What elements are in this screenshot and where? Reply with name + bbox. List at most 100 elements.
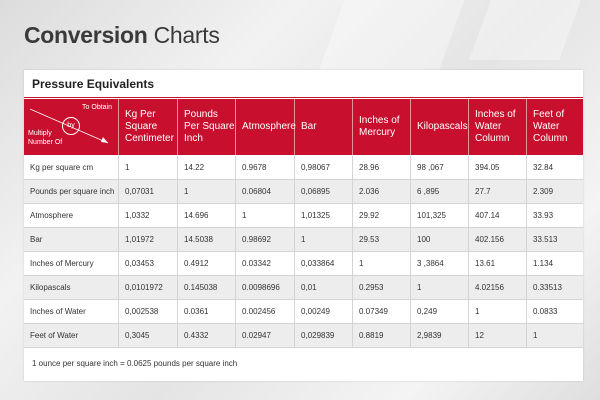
column-header: Bar [294, 99, 352, 155]
table-cell: 0.02947 [235, 324, 294, 347]
multiply-text: Multiply [28, 130, 52, 137]
row-label: Inches of Mercury [30, 259, 94, 268]
table-cell: 2.036 [352, 180, 410, 203]
table-cell: 1 [468, 300, 526, 323]
table-row: Inches of Mercury 0,03453 0.4912 0.03342 0,0… [24, 252, 583, 276]
table-cell: 0,07031 [118, 180, 177, 203]
table-cell: 29.53 [352, 228, 410, 251]
table-cell: 0.4332 [177, 324, 235, 347]
table-cell: 14.5038 [177, 228, 235, 251]
page-title: Conversion Charts [24, 22, 220, 49]
to-obtain-label: To Obtain [82, 104, 112, 111]
pressure-chart-card: Pressure Equivalents To Obtain by Multip… [24, 70, 583, 381]
table-cell: 0,06895 [294, 180, 352, 203]
table-row: Kilopascals 0,0101972 0.145038 0.0098696 0,0… [24, 276, 583, 300]
page-title-bold: Conversion [24, 22, 148, 48]
table-cell: 1,01972 [118, 228, 177, 251]
table-row: Atmosphere 1,0332 14.696 1 1,01325 29.92 101,3… [24, 204, 583, 228]
table-cell: 1,0332 [118, 204, 177, 227]
table-cell: 407.14 [468, 204, 526, 227]
table-cell: 0.0098696 [235, 276, 294, 299]
table-cell: 0.9678 [235, 156, 294, 179]
table-cell: 0,029839 [294, 324, 352, 347]
table-cell: 2,9839 [410, 324, 468, 347]
column-header: Inches of Mercury [352, 99, 410, 155]
table-cell: 0.145038 [177, 276, 235, 299]
column-header: Kilopascals [410, 99, 468, 155]
table-cell: 0,01 [294, 276, 352, 299]
column-header: Inches of Water Column [468, 99, 526, 155]
table-cell: 0.0361 [177, 300, 235, 323]
table-cell: 6 ,895 [410, 180, 468, 203]
row-label: Kilopascals [30, 283, 71, 292]
table-row: Feet of Water 0,3045 0.4332 0.02947 0,029839… [24, 324, 583, 348]
table-cell: 2.309 [526, 180, 583, 203]
row-label: Bar [30, 235, 43, 244]
table-cell: 0,3045 [118, 324, 177, 347]
table-cell: 0,249 [410, 300, 468, 323]
column-header: Kg Per Square Centimeter [118, 99, 177, 155]
table-cell: 0,03453 [118, 252, 177, 275]
table-header-row: To Obtain by Multiply Number Of Kg Per S… [24, 99, 583, 155]
multiply-label: Multiply Number Of [28, 129, 62, 147]
corner-header-cell: To Obtain by Multiply Number Of [24, 99, 118, 155]
table-cell: 0,0101972 [118, 276, 177, 299]
page-title-regular: Charts [153, 22, 220, 48]
table-cell: 100 [410, 228, 468, 251]
table-cell: 0,033864 [294, 252, 352, 275]
number-of-text: Number Of [28, 139, 63, 146]
table-cell: 3 ,3864 [410, 252, 468, 275]
table-cell: 1 [526, 324, 583, 347]
column-header: Pounds Per Square Inch [177, 99, 235, 155]
table-cell: 27.7 [468, 180, 526, 203]
table-cell: 33.93 [526, 204, 583, 227]
table-cell: 33.513 [526, 228, 583, 251]
table-cell: 4.02156 [468, 276, 526, 299]
table-cell: 0,00249 [294, 300, 352, 323]
table-cell: 0.07349 [352, 300, 410, 323]
table-cell: 1 [235, 204, 294, 227]
background-shape [469, 0, 581, 60]
table-cell: 14.696 [177, 204, 235, 227]
table-cell: 0,002538 [118, 300, 177, 323]
table-row: Kg per square cm 1 14.22 0.9678 0,98067 28.96… [24, 156, 583, 180]
table-cell: 0.03342 [235, 252, 294, 275]
column-header: Atmosphere [235, 99, 296, 155]
table-cell: 1 [177, 180, 235, 203]
table-cell: 14.22 [177, 156, 235, 179]
table-cell: 0.06804 [235, 180, 294, 203]
table-cell: 1,01325 [294, 204, 352, 227]
table-cell: 402.156 [468, 228, 526, 251]
row-label: Kg per square cm [30, 163, 94, 172]
table-row: Bar 1,01972 14.5038 0.98692 1 29.53 100 402.156… [24, 228, 583, 252]
row-label: Pounds per square inch [30, 187, 115, 196]
table-cell: 101,325 [410, 204, 468, 227]
table-row: Inches of Water 0,002538 0.0361 0.002456 0,0… [24, 300, 583, 324]
row-label: Inches of Water [30, 307, 86, 316]
table-cell: 0.0833 [526, 300, 583, 323]
background-shape [315, 0, 465, 80]
table-cell: 1 [294, 228, 352, 251]
table-cell: 13.61 [468, 252, 526, 275]
table-cell: 98 ,067 [410, 156, 468, 179]
table-cell: 0.98692 [235, 228, 294, 251]
table-cell: 1 [410, 276, 468, 299]
table-cell: 0.002456 [235, 300, 294, 323]
table-cell: 0.8819 [352, 324, 410, 347]
row-label: Feet of Water [30, 331, 79, 340]
footnote: 1 ounce per square inch = 0.0625 pounds … [32, 359, 238, 368]
table-cell: 0.33513 [526, 276, 583, 299]
row-label: Atmosphere [30, 211, 74, 220]
table-cell: 12 [468, 324, 526, 347]
table-cell: 1.134 [526, 252, 583, 275]
by-label: by [62, 117, 80, 135]
table-cell: 1 [118, 156, 177, 179]
table-cell: 29.92 [352, 204, 410, 227]
table-cell: 0,98067 [294, 156, 352, 179]
table-cell: 0.4912 [177, 252, 235, 275]
table-cell: 32.84 [526, 156, 583, 179]
table-row: Pounds per square inch 0,07031 1 0.06804 0,0… [24, 180, 583, 204]
table-cell: 394.05 [468, 156, 526, 179]
table-cell: 0.2953 [352, 276, 410, 299]
table-cell: 28.96 [352, 156, 410, 179]
